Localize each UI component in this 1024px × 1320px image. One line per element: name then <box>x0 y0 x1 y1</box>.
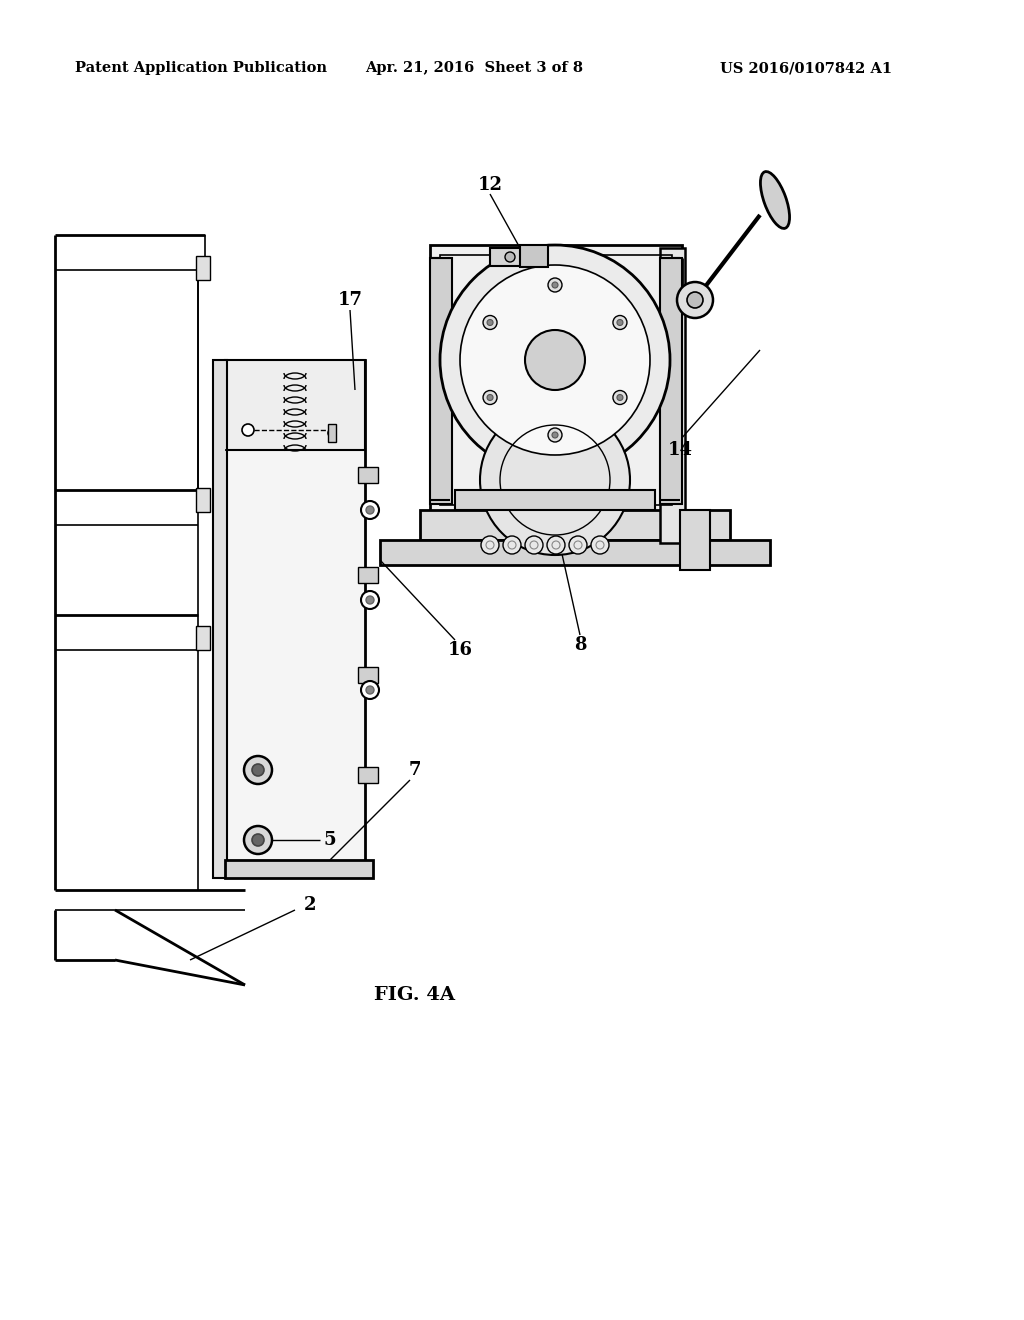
Circle shape <box>252 834 264 846</box>
Text: 17: 17 <box>338 290 362 309</box>
Circle shape <box>366 506 374 513</box>
Circle shape <box>687 292 703 308</box>
Bar <box>358 467 378 483</box>
Circle shape <box>480 405 630 554</box>
Bar <box>328 424 336 442</box>
Circle shape <box>483 391 497 404</box>
Circle shape <box>525 536 543 554</box>
Text: US 2016/0107842 A1: US 2016/0107842 A1 <box>720 61 892 75</box>
Circle shape <box>591 536 609 554</box>
Circle shape <box>552 432 558 438</box>
Circle shape <box>505 252 515 261</box>
Bar <box>440 255 672 506</box>
Text: 12: 12 <box>477 176 503 194</box>
Circle shape <box>483 315 497 330</box>
Bar <box>430 257 452 504</box>
Circle shape <box>366 686 374 694</box>
Circle shape <box>616 319 623 326</box>
Bar <box>196 626 210 649</box>
Bar <box>380 540 770 565</box>
Bar <box>680 510 710 570</box>
Bar <box>213 360 227 878</box>
Bar <box>520 246 548 267</box>
Circle shape <box>569 536 587 554</box>
Circle shape <box>487 319 493 326</box>
Bar <box>225 360 365 870</box>
Text: Patent Application Publication: Patent Application Publication <box>75 61 327 75</box>
Bar <box>430 246 682 515</box>
Bar <box>358 667 378 682</box>
Bar <box>420 510 730 540</box>
Bar <box>660 248 685 543</box>
Bar <box>660 257 682 504</box>
Circle shape <box>460 265 650 455</box>
Bar <box>358 568 378 583</box>
Circle shape <box>677 282 713 318</box>
Circle shape <box>613 315 627 330</box>
Circle shape <box>548 428 562 442</box>
Circle shape <box>548 279 562 292</box>
Ellipse shape <box>761 172 790 228</box>
Circle shape <box>481 536 499 554</box>
Bar <box>490 248 530 267</box>
Bar <box>225 861 373 878</box>
Text: FIG. 4A: FIG. 4A <box>375 986 456 1005</box>
Circle shape <box>503 536 521 554</box>
Text: 7: 7 <box>409 762 421 779</box>
Circle shape <box>242 424 254 436</box>
Bar <box>358 767 378 783</box>
Circle shape <box>361 681 379 700</box>
Circle shape <box>361 502 379 519</box>
Bar <box>225 360 365 450</box>
Circle shape <box>244 756 272 784</box>
Circle shape <box>616 395 623 400</box>
Circle shape <box>613 391 627 404</box>
Circle shape <box>487 395 493 400</box>
Circle shape <box>525 330 585 389</box>
Text: 5: 5 <box>324 832 336 849</box>
Circle shape <box>244 826 272 854</box>
Circle shape <box>361 591 379 609</box>
Bar <box>455 490 655 510</box>
Text: 8: 8 <box>573 636 587 653</box>
Circle shape <box>440 246 670 475</box>
Circle shape <box>552 282 558 288</box>
Text: 14: 14 <box>668 441 692 459</box>
Circle shape <box>366 597 374 605</box>
Circle shape <box>328 429 336 437</box>
Text: Apr. 21, 2016  Sheet 3 of 8: Apr. 21, 2016 Sheet 3 of 8 <box>365 61 583 75</box>
Bar <box>196 256 210 280</box>
Bar <box>196 488 210 512</box>
Circle shape <box>547 536 565 554</box>
Circle shape <box>252 764 264 776</box>
Text: 16: 16 <box>447 642 472 659</box>
Text: 2: 2 <box>304 896 316 913</box>
